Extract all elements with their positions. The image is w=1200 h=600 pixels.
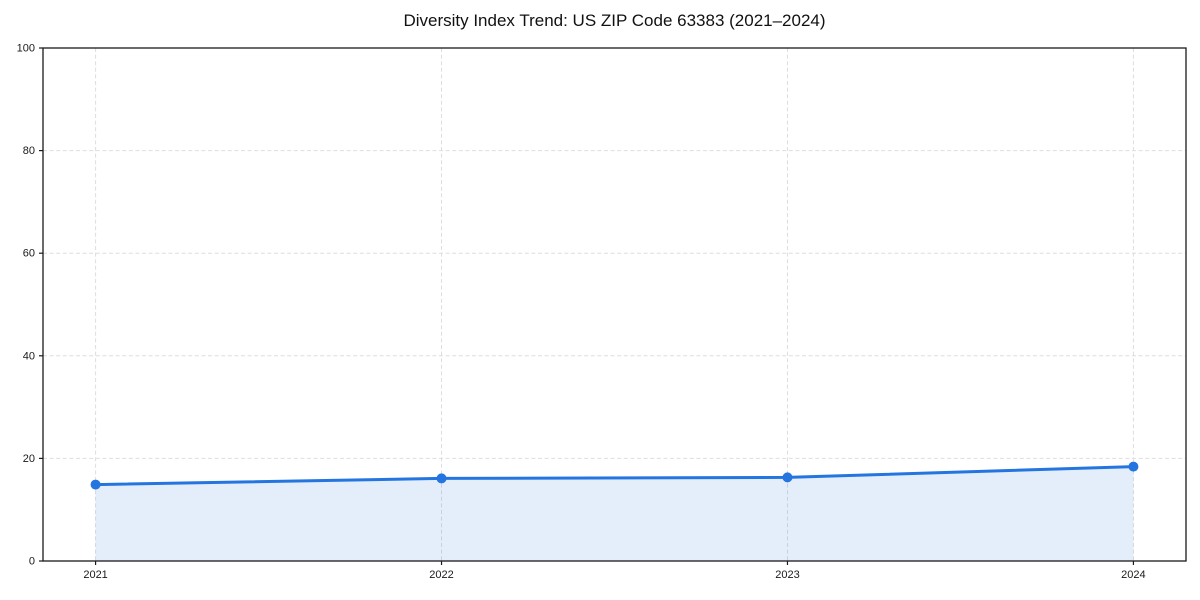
area-fill: [95, 466, 1134, 561]
plot-frame: [42, 47, 1187, 562]
y-tick-label: 60: [23, 248, 35, 260]
x-tick-label: 2024: [1121, 569, 1145, 581]
data-point-2022: [436, 473, 447, 484]
data-point-2023: [782, 472, 793, 483]
data-point-2021: [90, 479, 101, 490]
trend-line: [94, 465, 1135, 487]
x-tick-label: 2021: [83, 569, 107, 581]
y-tick-label: 0: [29, 556, 35, 568]
y-tick-label: 80: [23, 145, 35, 157]
x-tick-label: 2023: [775, 569, 799, 581]
chart-title: Diversity Index Trend: US ZIP Code 63383…: [403, 11, 826, 30]
y-tick-label: 100: [17, 43, 35, 55]
x-tick-label: 2022: [429, 569, 453, 581]
data-point-2024: [1128, 461, 1139, 472]
y-tick-label: 20: [23, 453, 35, 465]
y-tick-label: 40: [23, 350, 35, 362]
